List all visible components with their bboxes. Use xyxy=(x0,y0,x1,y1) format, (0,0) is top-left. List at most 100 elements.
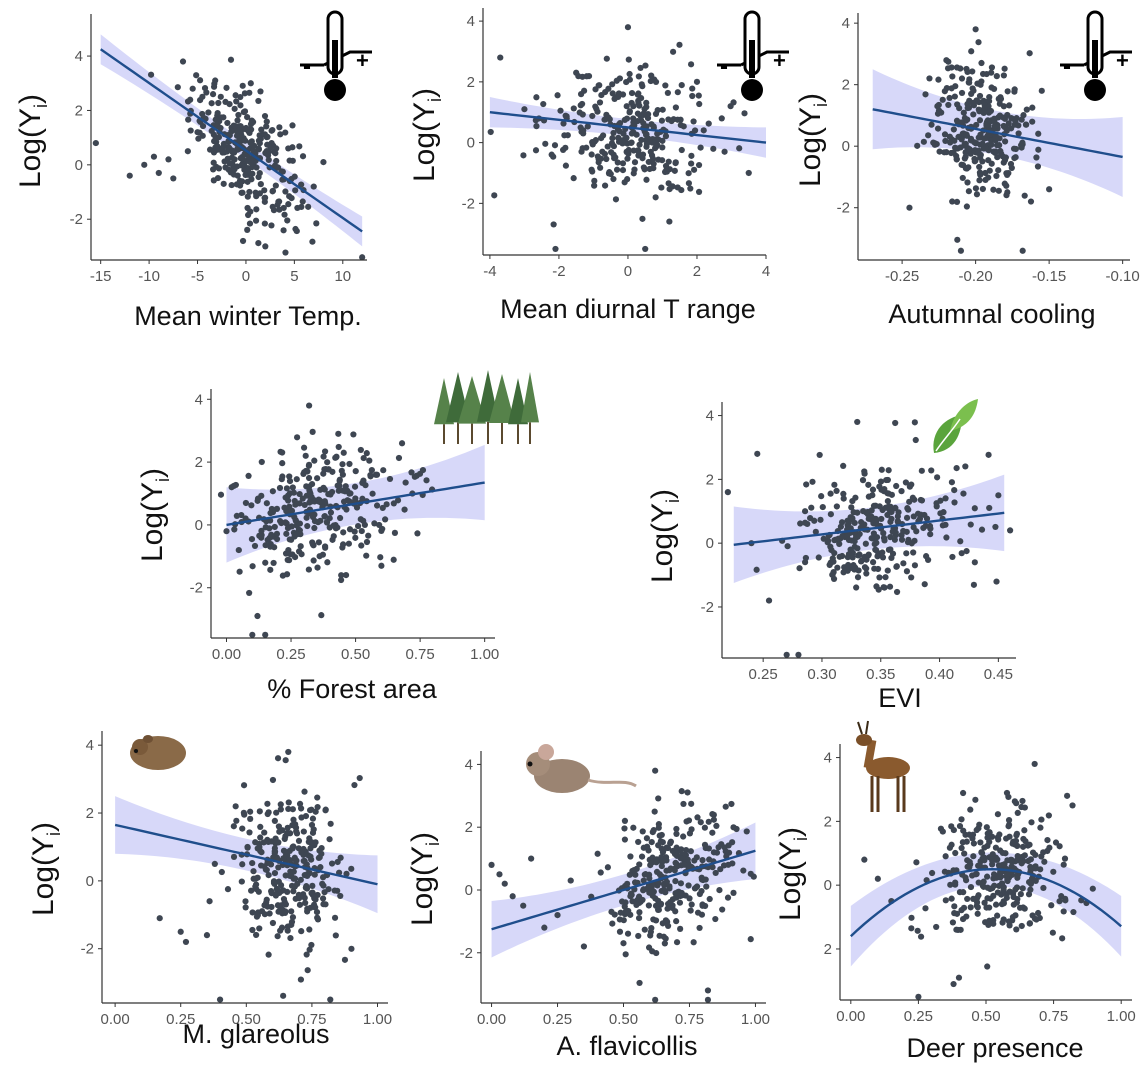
data-point xyxy=(311,457,318,464)
data-point xyxy=(830,575,838,582)
data-point xyxy=(345,540,352,547)
data-point xyxy=(655,156,662,163)
data-point xyxy=(347,490,354,497)
data-point xyxy=(941,149,948,156)
data-point xyxy=(211,860,218,868)
data-point xyxy=(840,490,847,498)
fit-line xyxy=(114,823,378,886)
data-point xyxy=(989,861,996,868)
data-point xyxy=(908,925,915,932)
data-point xyxy=(280,227,287,234)
data-point xyxy=(1056,898,1063,905)
data-point xyxy=(1019,843,1027,850)
data-point xyxy=(303,514,310,521)
data-point xyxy=(1000,122,1007,130)
y-tick-label: 0 xyxy=(465,882,473,899)
data-point xyxy=(286,157,293,164)
data-point xyxy=(981,899,988,906)
data-point xyxy=(330,533,337,540)
data-point xyxy=(623,115,631,122)
data-point xyxy=(261,187,268,194)
data-point xyxy=(265,872,272,879)
data-point xyxy=(234,172,241,179)
data-point xyxy=(285,748,292,756)
data-point xyxy=(235,127,243,134)
chart-deer-presence: 0.00 0.25 0.50 0.75 1.00 2 0 2 4 Deer presence Log… xyxy=(774,720,1136,1063)
data-point xyxy=(316,854,323,861)
data-point xyxy=(283,485,290,492)
data-point xyxy=(286,856,294,864)
data-point xyxy=(379,525,386,533)
data-point xyxy=(736,145,743,152)
data-point xyxy=(680,123,687,130)
data-point xyxy=(249,926,256,934)
data-point xyxy=(876,503,883,510)
data-point xyxy=(687,907,694,914)
data-point xyxy=(242,904,249,911)
fit-line xyxy=(491,849,756,931)
data-point xyxy=(283,530,290,537)
data-point xyxy=(213,143,220,150)
data-point xyxy=(966,146,973,153)
x-axis-title: Mean winter Temp. xyxy=(134,301,362,331)
y-axis-title-subscript: i xyxy=(31,104,51,108)
data-point xyxy=(271,162,279,169)
data-point xyxy=(824,539,831,546)
x-tick-label: -10 xyxy=(138,268,160,285)
data-point xyxy=(880,530,887,537)
data-point xyxy=(661,940,668,947)
data-point xyxy=(289,845,296,852)
data-point xyxy=(291,554,299,561)
data-point xyxy=(266,525,273,532)
data-point xyxy=(334,858,341,866)
data-point xyxy=(964,116,971,123)
data-point xyxy=(339,544,346,551)
data-point xyxy=(591,182,598,189)
data-point xyxy=(643,835,651,842)
data-point xyxy=(605,114,612,121)
data-point xyxy=(234,145,241,153)
y-tick-label: -2 xyxy=(701,599,714,616)
data-point xyxy=(861,470,868,477)
data-point xyxy=(321,498,328,505)
data-point xyxy=(380,467,387,474)
data-point xyxy=(288,908,295,915)
vole-icon xyxy=(130,735,186,770)
data-point xyxy=(1061,855,1069,862)
data-point xyxy=(252,839,259,846)
data-point xyxy=(661,881,668,888)
data-point xyxy=(964,857,971,864)
data-point xyxy=(230,853,238,860)
data-point xyxy=(666,186,673,193)
data-point xyxy=(635,932,642,940)
data-point xyxy=(671,865,678,873)
data-point xyxy=(309,815,317,822)
data-point xyxy=(284,217,291,224)
data-point xyxy=(973,826,980,834)
data-point xyxy=(285,799,292,806)
data-point xyxy=(1060,861,1067,868)
y-tick-label: 2 xyxy=(824,941,832,958)
data-point xyxy=(649,892,656,899)
data-point xyxy=(564,132,571,139)
data-point xyxy=(852,534,860,541)
data-point xyxy=(695,188,703,196)
data-point xyxy=(730,889,737,896)
data-point xyxy=(955,974,963,981)
data-point xyxy=(948,149,955,157)
data-point xyxy=(262,631,269,638)
data-point xyxy=(185,116,192,123)
data-point xyxy=(382,516,389,523)
data-point xyxy=(278,476,285,483)
data-point xyxy=(1018,144,1025,151)
data-point xyxy=(251,542,259,550)
y-axis-title: Log(Yi) xyxy=(406,832,443,926)
data-point xyxy=(903,528,910,535)
data-point xyxy=(352,468,359,475)
y-axis-title-tail: ) xyxy=(27,822,60,832)
data-point xyxy=(282,852,289,859)
data-point xyxy=(284,923,291,930)
data-point xyxy=(985,98,993,105)
data-point xyxy=(248,887,255,894)
data-point xyxy=(1029,104,1036,111)
